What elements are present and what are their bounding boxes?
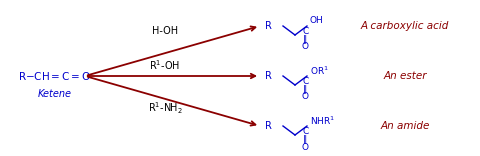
Text: Ketene: Ketene <box>38 89 72 99</box>
Text: ‖: ‖ <box>303 135 308 144</box>
Text: R: R <box>265 21 272 31</box>
Text: H-OH: H-OH <box>152 26 178 36</box>
Text: R$-$CH$=$C$=$O: R$-$CH$=$C$=$O <box>18 70 92 82</box>
Text: OR$^1$: OR$^1$ <box>310 65 329 77</box>
Text: R$^1$-OH: R$^1$-OH <box>149 58 180 72</box>
Text: C: C <box>302 27 309 37</box>
Text: O: O <box>302 93 309 102</box>
Text: An amide: An amide <box>380 121 430 131</box>
Text: R: R <box>265 71 272 81</box>
Text: A carboxylic acid: A carboxylic acid <box>361 21 449 31</box>
Text: C: C <box>302 78 309 86</box>
Text: ‖: ‖ <box>303 35 308 44</box>
Text: NHR$^1$: NHR$^1$ <box>310 115 335 127</box>
Text: OH: OH <box>310 17 324 25</box>
Text: An ester: An ester <box>383 71 427 81</box>
Text: ‖: ‖ <box>303 85 308 94</box>
Text: C: C <box>302 127 309 136</box>
Text: R: R <box>265 121 272 131</box>
Text: O: O <box>302 42 309 51</box>
Text: O: O <box>302 142 309 151</box>
Text: R$^1$-NH$_2$: R$^1$-NH$_2$ <box>147 100 182 116</box>
